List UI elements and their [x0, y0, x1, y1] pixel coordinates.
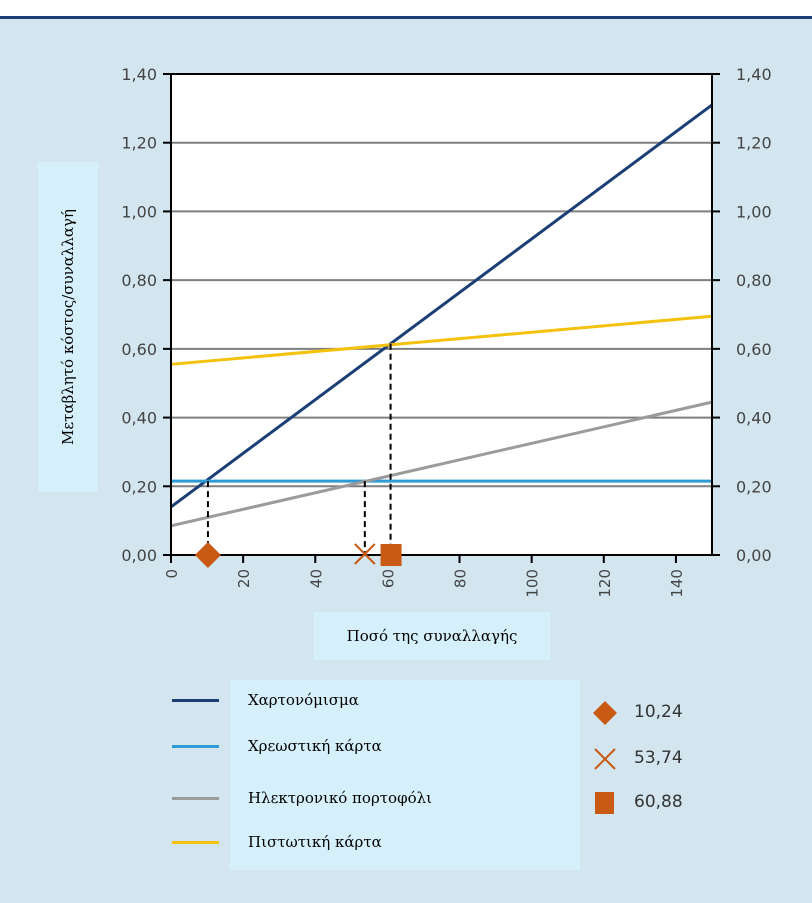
legend-label-banknote: Χαρτονόμισμα	[248, 691, 359, 709]
marker-value-cross: 53,74	[634, 748, 683, 768]
legend-swatch-banknote	[172, 699, 219, 702]
y-tick-label-left: 0,40	[121, 409, 157, 428]
y-tick-label-right: 0,80	[736, 271, 772, 290]
diamond-icon	[593, 701, 617, 725]
y-tick-label-left: 0,00	[121, 546, 157, 565]
y-tick-label-left: 0,60	[121, 340, 157, 359]
y-tick-label-right: 0,00	[736, 546, 772, 565]
top-margin	[0, 0, 812, 18]
x-tick-label: 20	[235, 569, 253, 588]
y-tick-label-left: 1,20	[121, 134, 157, 153]
x-axis-label: Ποσό της συναλλαγής	[346, 627, 518, 645]
marker-legend-cross: 53,74	[592, 744, 732, 772]
x-tick-label: 60	[379, 569, 397, 588]
y-tick-label-right: 0,20	[736, 477, 772, 496]
y-tick-label-left: 1,40	[121, 65, 157, 84]
marker-legend-square: 60,88	[592, 788, 732, 816]
y-tick-label-right: 1,00	[736, 202, 772, 221]
x-tick-label: 40	[307, 569, 325, 588]
y-tick-label-left: 0,20	[121, 477, 157, 496]
legend-swatch-debit-card	[172, 745, 219, 748]
legend-swatch-e-wallet	[172, 797, 219, 800]
x-tick-label: 140	[668, 569, 686, 598]
series-line-e-wallet	[170, 400, 713, 528]
x-tick-label: 100	[524, 569, 542, 598]
x-tick-label: 0	[163, 569, 181, 579]
cross-icon	[594, 748, 616, 770]
marker-cross	[354, 543, 376, 565]
legend-label-debit-card: Χρεωστική κάρτα	[248, 737, 382, 755]
marker-square	[380, 544, 402, 566]
legend-swatch-credit-card	[172, 841, 219, 844]
y-tick-label-right: 1,20	[736, 134, 772, 153]
marker-value-square: 60,88	[634, 792, 683, 812]
y-tick-label-right: 0,40	[736, 409, 772, 428]
legend-label-e-wallet: Ηλεκτρονικό πορτοφόλι	[248, 789, 433, 807]
series-line-banknote	[170, 103, 713, 509]
y-tick-label-right: 0,60	[736, 340, 772, 359]
legend-label-credit-card: Πιστωτική κάρτα	[248, 833, 382, 851]
y-axis-label-box: Μεταβλητό κόστος/συναλλαγή	[38, 162, 98, 492]
marker-diamond	[194, 542, 221, 568]
series-line-credit-card	[170, 314, 713, 366]
plot-area	[171, 74, 712, 555]
square-icon	[595, 792, 614, 814]
x-tick-label: 80	[452, 569, 470, 588]
y-tick-label-right: 1,40	[736, 65, 772, 84]
legend: Χαρτονόμισμα Χρεωστική κάρτα Ηλεκτρονικό…	[172, 680, 580, 870]
plot-frame	[170, 73, 713, 556]
x-tick-label: 120	[596, 569, 614, 598]
top-rule	[0, 16, 812, 19]
marker-value-diamond: 10,24	[634, 702, 683, 722]
x-axis-label-box: Ποσό της συναλλαγής	[314, 612, 550, 660]
y-tick-label-left: 1,00	[121, 202, 157, 221]
y-tick-label-left: 0,80	[121, 271, 157, 290]
marker-legend-diamond: 10,24	[592, 698, 732, 726]
